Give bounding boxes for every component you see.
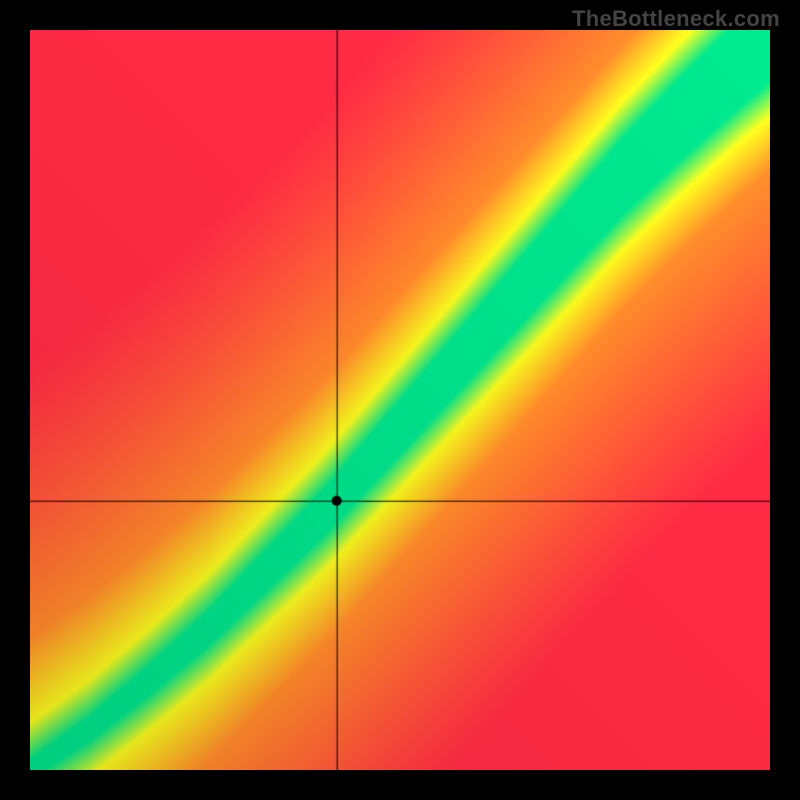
watermark-text: TheBottleneck.com: [572, 6, 780, 32]
chart-container: TheBottleneck.com: [0, 0, 800, 800]
bottleneck-heatmap: [30, 30, 770, 770]
